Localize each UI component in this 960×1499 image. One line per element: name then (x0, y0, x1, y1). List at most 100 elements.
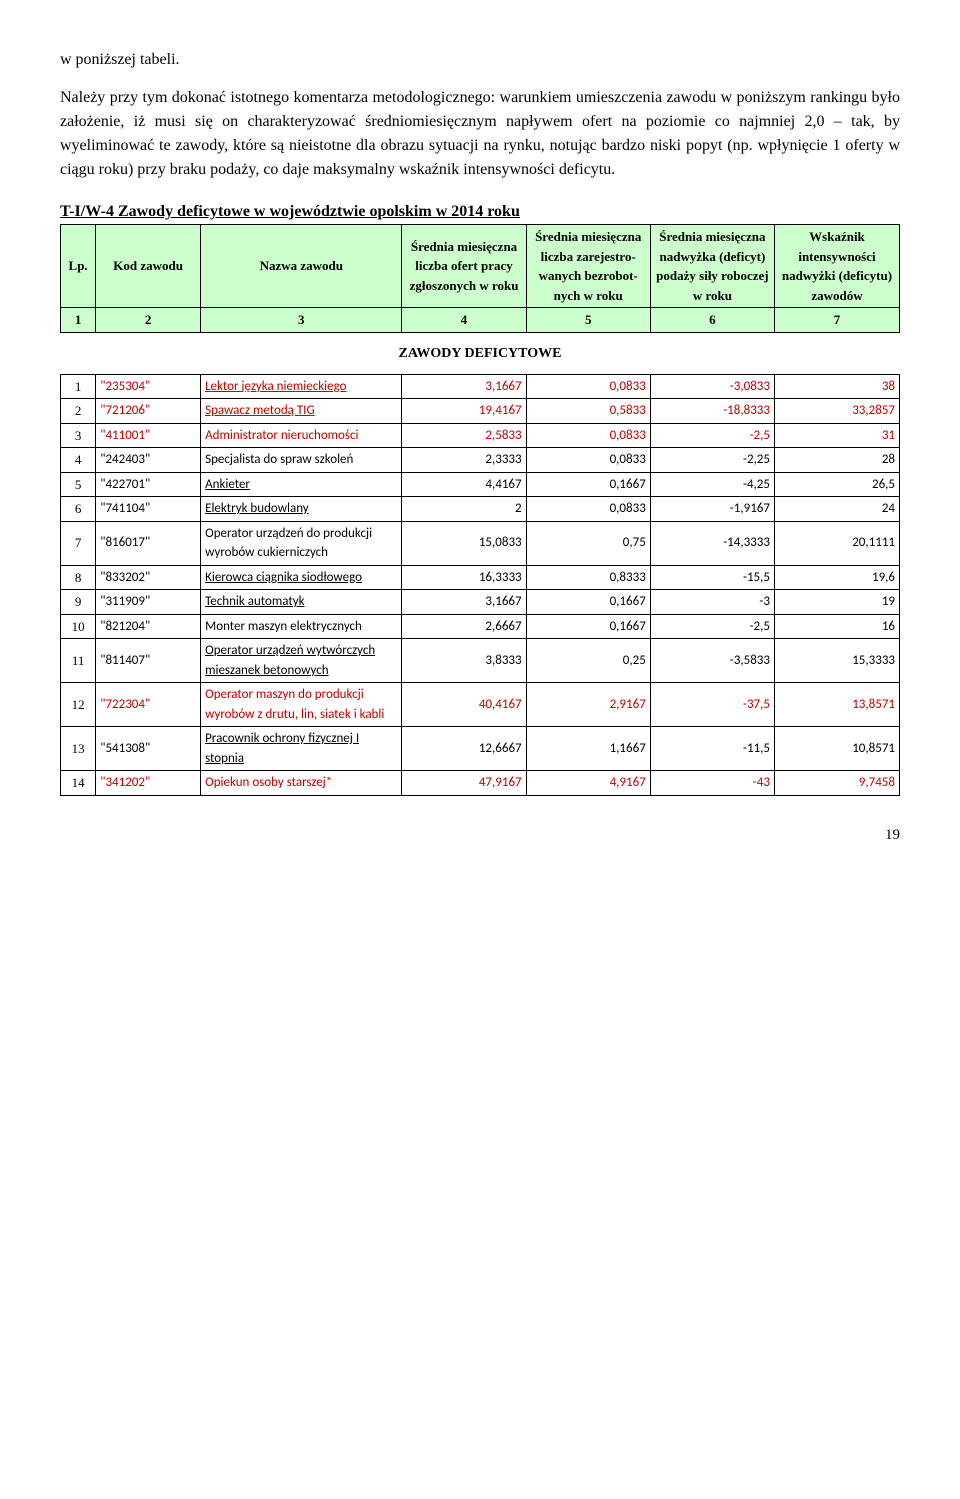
cell-name: Opiekun osoby starszej* (201, 771, 402, 796)
col-num-3: 3 (201, 308, 402, 333)
col-header-code: Kod zawodu (96, 225, 201, 308)
cell-name: Technik automatyk (201, 590, 402, 615)
cell-value-7: 26,5 (774, 472, 899, 497)
cell-value-6: -2,5 (650, 423, 774, 448)
col-num-1: 1 (61, 308, 96, 333)
cell-value-7: 31 (774, 423, 899, 448)
cell-value-6: -3,5833 (650, 639, 774, 683)
cell-code: "721206" (96, 399, 201, 424)
cell-value-5: 0,0833 (526, 448, 650, 473)
cell-lp: 7 (61, 521, 96, 565)
page-number: 19 (60, 824, 900, 847)
cell-value-4: 19,4167 (402, 399, 526, 424)
table-row: 12"722304"Operator maszyn do produkcji w… (61, 683, 900, 727)
cell-name: Lektor języka niemieckiego (201, 374, 402, 399)
table-row: 11"811407"Operator urządzeń wytwórczych … (61, 639, 900, 683)
cell-value-6: -1,9167 (650, 497, 774, 522)
col-num-2: 2 (96, 308, 201, 333)
cell-value-6: -37,5 (650, 683, 774, 727)
table-row: 14"341202"Opiekun osoby starszej*47,9167… (61, 771, 900, 796)
cell-code: "811407" (96, 639, 201, 683)
cell-value-7: 10,8571 (774, 727, 899, 771)
cell-value-5: 0,1667 (526, 472, 650, 497)
table-row: 1"235304"Lektor języka niemieckiego3,166… (61, 374, 900, 399)
cell-value-5: 0,0833 (526, 374, 650, 399)
cell-value-6: -2,5 (650, 614, 774, 639)
cell-value-5: 0,25 (526, 639, 650, 683)
paragraph-methodology: Należy przy tym dokonać istotnego koment… (60, 86, 900, 182)
col-num-6: 6 (650, 308, 774, 333)
cell-value-4: 2,5833 (402, 423, 526, 448)
cell-value-4: 15,0833 (402, 521, 526, 565)
col-header-offers: Średnia miesięczna liczba ofert pracy zg… (402, 225, 526, 308)
cell-value-7: 15,3333 (774, 639, 899, 683)
table-row: 6"741104"Elektryk budowlany20,0833-1,916… (61, 497, 900, 522)
cell-lp: 1 (61, 374, 96, 399)
table-header-num-row: 1 2 3 4 5 6 7 (61, 308, 900, 333)
cell-name: Specjalista do spraw szkoleń (201, 448, 402, 473)
cell-lp: 5 (61, 472, 96, 497)
cell-value-5: 0,0833 (526, 423, 650, 448)
cell-value-6: -4,25 (650, 472, 774, 497)
col-header-index: Wskaźnik intensywności nadwyżki (deficyt… (774, 225, 899, 308)
cell-lp: 12 (61, 683, 96, 727)
cell-value-4: 47,9167 (402, 771, 526, 796)
cell-value-7: 24 (774, 497, 899, 522)
cell-value-5: 0,75 (526, 521, 650, 565)
cell-value-7: 16 (774, 614, 899, 639)
cell-value-4: 3,8333 (402, 639, 526, 683)
table-row: 2"721206"Spawacz metodą TIG19,41670,5833… (61, 399, 900, 424)
cell-value-4: 12,6667 (402, 727, 526, 771)
cell-value-6: -2,25 (650, 448, 774, 473)
cell-code: "242403" (96, 448, 201, 473)
cell-value-6: -43 (650, 771, 774, 796)
cell-lp: 4 (61, 448, 96, 473)
cell-code: "541308" (96, 727, 201, 771)
col-num-4: 4 (402, 308, 526, 333)
cell-name: Elektryk budowlany (201, 497, 402, 522)
cell-lp: 13 (61, 727, 96, 771)
cell-value-7: 9,7458 (774, 771, 899, 796)
cell-code: "422701" (96, 472, 201, 497)
cell-value-5: 2,9167 (526, 683, 650, 727)
table-row: 3"411001"Administrator nieruchomości2,58… (61, 423, 900, 448)
cell-name: Administrator nieruchomości (201, 423, 402, 448)
cell-lp: 6 (61, 497, 96, 522)
cell-value-4: 40,4167 (402, 683, 526, 727)
table-row: 13"541308"Pracownik ochrony fizycznej I … (61, 727, 900, 771)
cell-name: Operator maszyn do produkcji wyrobów z d… (201, 683, 402, 727)
cell-value-6: -3,0833 (650, 374, 774, 399)
cell-lp: 11 (61, 639, 96, 683)
cell-value-6: -11,5 (650, 727, 774, 771)
cell-value-4: 16,3333 (402, 565, 526, 590)
table-row: 5"422701"Ankieter4,41670,1667-4,2526,5 (61, 472, 900, 497)
table-title: T-I/W-4 Zawody deficytowe w województwie… (60, 200, 900, 224)
cell-value-5: 0,8333 (526, 565, 650, 590)
table-header-row: Lp. Kod zawodu Nazwa zawodu Średnia mies… (61, 225, 900, 308)
cell-lp: 14 (61, 771, 96, 796)
table-row: 8"833202"Kierowca ciągnika siodłowego16,… (61, 565, 900, 590)
cell-name: Monter maszyn elektrycznych (201, 614, 402, 639)
cell-value-5: 0,1667 (526, 590, 650, 615)
cell-value-7: 13,8571 (774, 683, 899, 727)
cell-lp: 2 (61, 399, 96, 424)
col-num-7: 7 (774, 308, 899, 333)
cell-name: Operator urządzeń wytwórczych mieszanek … (201, 639, 402, 683)
cell-code: "722304" (96, 683, 201, 727)
cell-code: "816017" (96, 521, 201, 565)
cell-value-5: 1,1667 (526, 727, 650, 771)
cell-name: Kierowca ciągnika siodłowego (201, 565, 402, 590)
table-row: 7"816017"Operator urządzeń do produkcji … (61, 521, 900, 565)
cell-value-4: 3,1667 (402, 374, 526, 399)
cell-lp: 3 (61, 423, 96, 448)
cell-code: "311909" (96, 590, 201, 615)
cell-value-5: 0,1667 (526, 614, 650, 639)
cell-value-5: 0,5833 (526, 399, 650, 424)
cell-value-4: 2,3333 (402, 448, 526, 473)
cell-value-7: 19 (774, 590, 899, 615)
deficit-table: Lp. Kod zawodu Nazwa zawodu Średnia mies… (60, 224, 900, 796)
cell-code: "741104" (96, 497, 201, 522)
section-row: ZAWODY DEFICYTOWE (61, 332, 900, 374)
paragraph-intro-tail: w poniższej tabeli. (60, 48, 900, 72)
cell-value-5: 4,9167 (526, 771, 650, 796)
